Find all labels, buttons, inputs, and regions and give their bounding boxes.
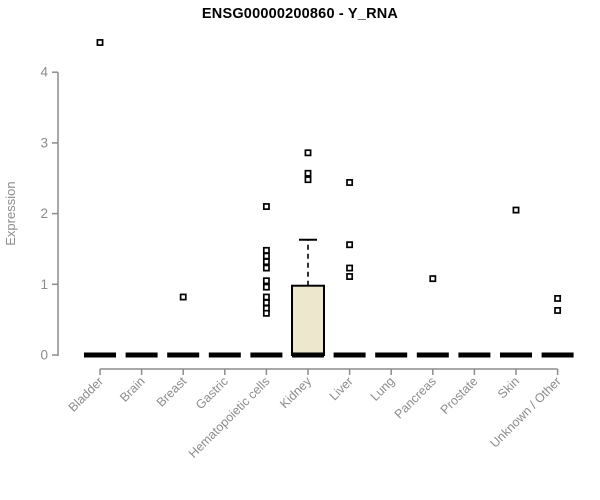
y-tick-label: 1 (40, 277, 48, 292)
x-tick-label: Hematopoietic cells (186, 374, 273, 461)
median-bar (333, 352, 366, 358)
median-bar (375, 352, 408, 358)
outlier-point (262, 252, 270, 260)
outlier-point (96, 39, 104, 46)
median-bar (500, 352, 532, 358)
x-tick-label: Brain (117, 374, 148, 405)
median-bar (125, 352, 158, 358)
outlier-point (346, 241, 354, 249)
median-bar (84, 352, 116, 358)
x-tick-label: Liver (327, 374, 356, 403)
x-tick-label: Prostate (438, 374, 481, 417)
median-bar (541, 352, 574, 358)
y-tick-label: 2 (40, 206, 48, 221)
outlier-point (262, 203, 270, 210)
chart-title: ENSG00000200860 - Y_RNA (201, 6, 399, 22)
outlier-point (554, 307, 562, 314)
outlier-point (346, 179, 354, 186)
y-axis-title: Expression (3, 181, 18, 245)
x-tick-label: Lung (368, 374, 398, 404)
median-bar (292, 352, 324, 358)
x-tick-label: Gastric (193, 374, 231, 412)
x-tick-label: Kidney (277, 374, 314, 411)
outlier-point (304, 149, 312, 157)
outlier-point (262, 283, 270, 291)
outlier-point (304, 169, 312, 177)
median-bar (250, 352, 283, 358)
outlier-point (179, 293, 187, 301)
median-bar (208, 352, 241, 358)
outlier-point (262, 258, 270, 266)
outlier-point (346, 264, 354, 272)
outlier-point (262, 264, 270, 272)
y-tick-label: 3 (40, 135, 48, 150)
median-bar (458, 352, 491, 358)
outlier-point (262, 299, 270, 307)
x-tick-label: Pancreas (392, 374, 439, 421)
x-tick-label: Unknown / Other (487, 374, 563, 450)
x-tick-label: Skin (495, 374, 522, 401)
x-tick-label: Bladder (66, 374, 106, 414)
outlier-point (262, 309, 270, 317)
outlier-point (554, 294, 562, 302)
outlier-point (512, 206, 520, 214)
outlier-point (262, 246, 270, 254)
outlier-point (262, 293, 270, 301)
median-bar (416, 352, 449, 358)
median-bar (167, 352, 200, 358)
box (291, 284, 325, 356)
outlier-point (346, 273, 354, 280)
outlier-point (262, 277, 270, 285)
outlier-point (304, 176, 312, 184)
y-tick-label: 0 (40, 348, 48, 363)
y-tick-label: 4 (40, 65, 48, 80)
outlier-point (429, 275, 437, 283)
x-tick-label: Breast (154, 374, 190, 410)
